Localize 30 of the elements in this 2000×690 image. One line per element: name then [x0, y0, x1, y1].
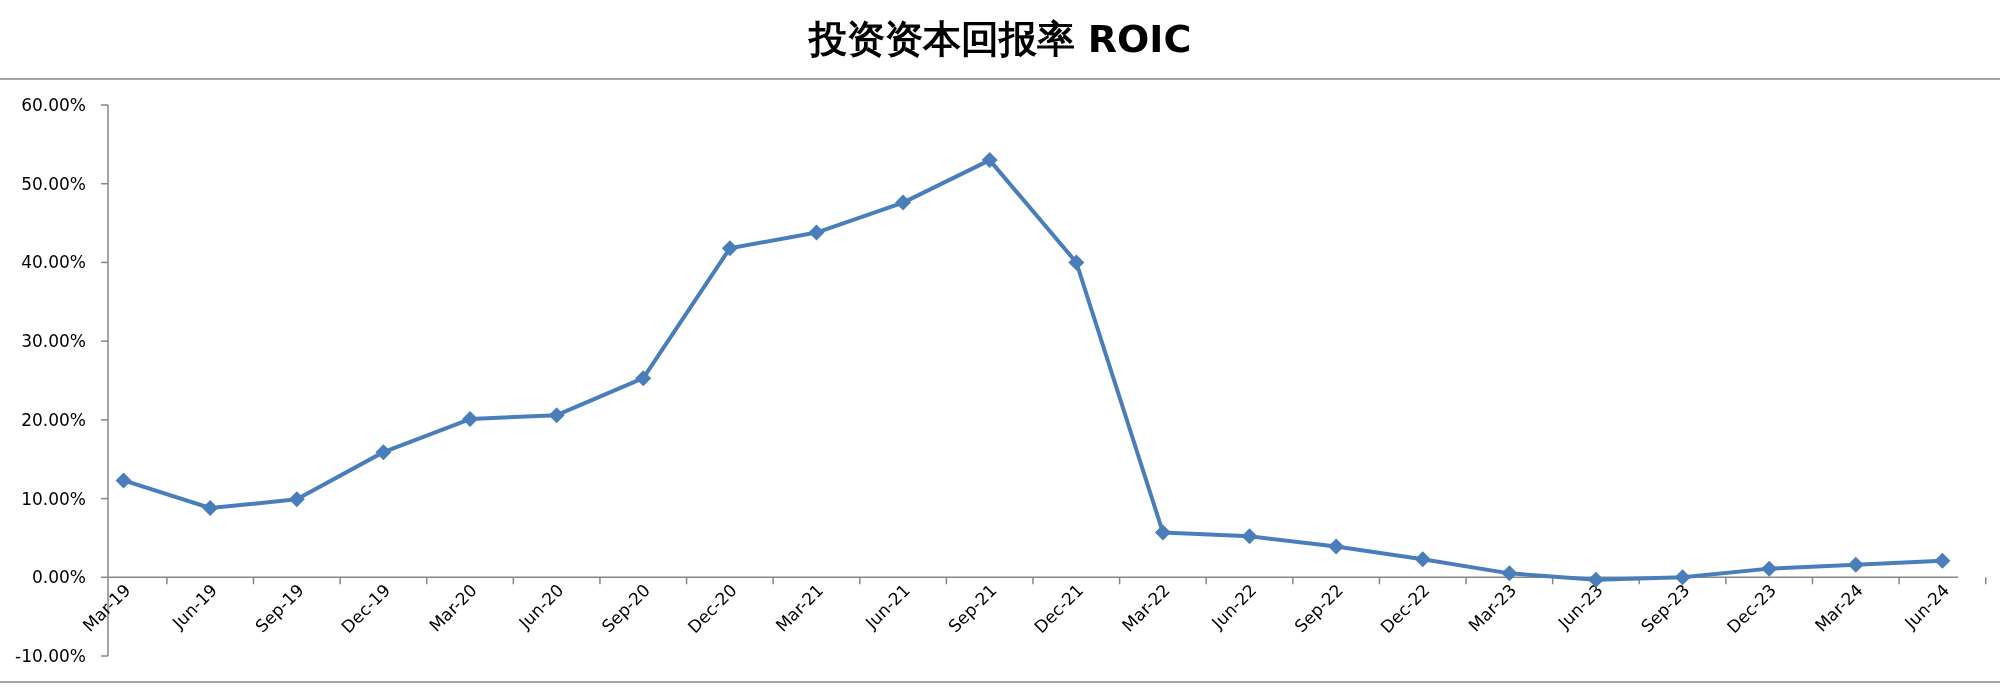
point [288, 491, 305, 508]
y-tick-label: 50.00% [21, 173, 86, 194]
chart-title: 投资资本回报率 ROIC [806, 17, 1192, 61]
point [202, 500, 219, 517]
point [1068, 254, 1085, 271]
point [1934, 552, 1951, 569]
point [375, 444, 392, 461]
point [1674, 569, 1691, 586]
y-tick-label: 60.00% [21, 95, 86, 115]
point [548, 407, 565, 424]
point [1847, 556, 1864, 573]
point [1328, 538, 1345, 555]
point [462, 411, 479, 428]
point [721, 240, 738, 257]
point [1154, 524, 1171, 541]
point [1241, 528, 1258, 545]
y-tick-label: 10.00% [21, 488, 86, 509]
y-tick-label: 20.00% [21, 409, 86, 430]
point [808, 224, 825, 241]
point [1761, 560, 1778, 577]
point [1501, 565, 1518, 582]
y-tick-label: 0.00% [31, 567, 86, 588]
y-tick-label: -10.00% [15, 646, 86, 666]
point [1414, 551, 1431, 568]
point [635, 370, 652, 387]
point [895, 194, 912, 211]
point [115, 472, 132, 489]
y-tick-label: 40.00% [21, 252, 86, 273]
point [981, 152, 998, 169]
y-tick-label: 30.00% [21, 331, 86, 352]
